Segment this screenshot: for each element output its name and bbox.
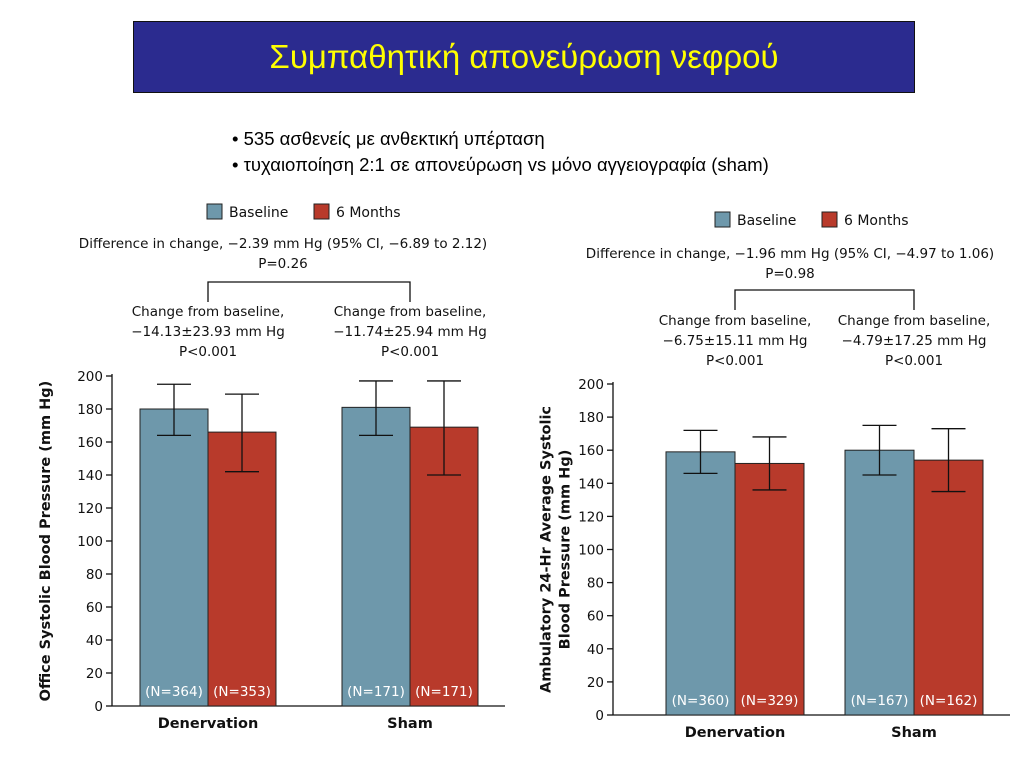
y-axis-label: Office Systolic Blood Pressure (mm Hg) [38, 381, 54, 702]
slide-title-banner: Συμπαθητική απονεύρωση νεφρού [133, 21, 915, 93]
group-change-annotation: −11.74±25.94 mm Hg [333, 324, 487, 340]
difference-text: Difference in change, −2.39 mm Hg (95% C… [79, 236, 487, 252]
sample-size-label: (N=167) [851, 693, 909, 709]
y-tick-label: 180 [77, 402, 103, 418]
bullet-item: • 535 ασθενείς με ανθεκτική υπέρταση [232, 128, 545, 149]
group-change-annotation: P<0.001 [706, 353, 764, 369]
group-change-annotation: Change from baseline, [838, 313, 991, 329]
y-axis-label: Blood Pressure (mm Hg) [558, 450, 574, 650]
legend-label: 6 Months [336, 205, 401, 221]
y-tick-label: 80 [587, 576, 604, 592]
group-change-annotation: −14.13±23.93 mm Hg [131, 324, 285, 340]
group-change-annotation: Change from baseline, [334, 304, 487, 320]
y-tick-label: 180 [578, 410, 604, 426]
group-change-annotation: P<0.001 [885, 353, 943, 369]
sample-size-label: (N=329) [741, 693, 799, 709]
group-change-annotation: −4.79±17.25 mm Hg [842, 333, 987, 349]
bar-baseline [341, 406, 411, 707]
y-tick-label: 0 [595, 708, 604, 724]
bar-6-months [734, 462, 805, 716]
office-bp-chart: Baseline 6 Months Difference in change, −2… [38, 203, 505, 732]
slide-title: Συμπαθητική απονεύρωση νεφρού [269, 38, 779, 75]
legend-swatch [714, 211, 731, 228]
legend-label: Baseline [737, 213, 796, 229]
y-tick-label: 80 [86, 567, 103, 583]
legend-label: 6 Months [844, 213, 909, 229]
y-axis-label: Ambulatory 24-Hr Average Systolic [539, 406, 555, 693]
y-tick-label: 160 [77, 435, 103, 451]
y-tick-label: 40 [587, 642, 604, 658]
group-change-annotation: P<0.001 [179, 344, 237, 360]
y-tick-label: 20 [587, 675, 604, 691]
legend-swatch [313, 203, 330, 220]
bullet-list: • 535 ασθενείς με ανθεκτική υπέρταση • τ… [232, 126, 769, 178]
legend-swatch [821, 211, 838, 228]
x-category-label: Denervation [158, 716, 259, 732]
bar-6-months [913, 459, 984, 716]
bar-baseline [665, 451, 736, 716]
group-change-annotation: Change from baseline, [659, 313, 812, 329]
y-tick-label: 60 [587, 609, 604, 625]
y-tick-label: 200 [77, 369, 103, 385]
difference-text: Difference in change, −1.96 mm Hg (95% C… [586, 246, 994, 262]
legend-label: Baseline [229, 205, 288, 221]
sample-size-label: (N=364) [145, 684, 203, 700]
sample-size-label: (N=171) [347, 684, 405, 700]
group-change-annotation: P<0.001 [381, 344, 439, 360]
group-change-annotation: Change from baseline, [132, 304, 285, 320]
y-tick-label: 200 [578, 377, 604, 393]
y-tick-label: 40 [86, 633, 103, 649]
y-tick-label: 160 [578, 443, 604, 459]
y-tick-label: 120 [578, 509, 604, 525]
bar-baseline [844, 449, 915, 716]
legend-swatch [206, 203, 223, 220]
y-tick-label: 0 [94, 699, 103, 715]
group-change-annotation: −6.75±15.11 mm Hg [663, 333, 808, 349]
sample-size-label: (N=360) [672, 693, 730, 709]
difference-p-value: P=0.26 [258, 256, 308, 272]
x-category-label: Sham [387, 716, 433, 732]
x-category-label: Sham [891, 725, 937, 741]
sample-size-label: (N=171) [415, 684, 473, 700]
comparison-bracket [207, 281, 411, 302]
y-tick-label: 20 [86, 666, 103, 682]
ambulatory-bp-chart: Baseline 6 Months Difference in change, −1… [539, 211, 1010, 741]
bar-baseline [139, 408, 209, 707]
bullet-item: • τυχαιοποίηση 2:1 σε απονεύρωση vs μόνο… [232, 154, 769, 175]
y-tick-label: 140 [77, 468, 103, 484]
x-category-label: Denervation [685, 725, 786, 741]
y-tick-label: 60 [86, 600, 103, 616]
difference-p-value: P=0.98 [765, 266, 815, 282]
y-tick-label: 120 [77, 501, 103, 517]
y-tick-label: 140 [578, 476, 604, 492]
y-tick-label: 100 [77, 534, 103, 550]
comparison-bracket [734, 289, 915, 310]
sample-size-label: (N=353) [213, 684, 271, 700]
bar-6-months [207, 431, 277, 707]
sample-size-label: (N=162) [920, 693, 978, 709]
y-tick-label: 100 [578, 543, 604, 559]
